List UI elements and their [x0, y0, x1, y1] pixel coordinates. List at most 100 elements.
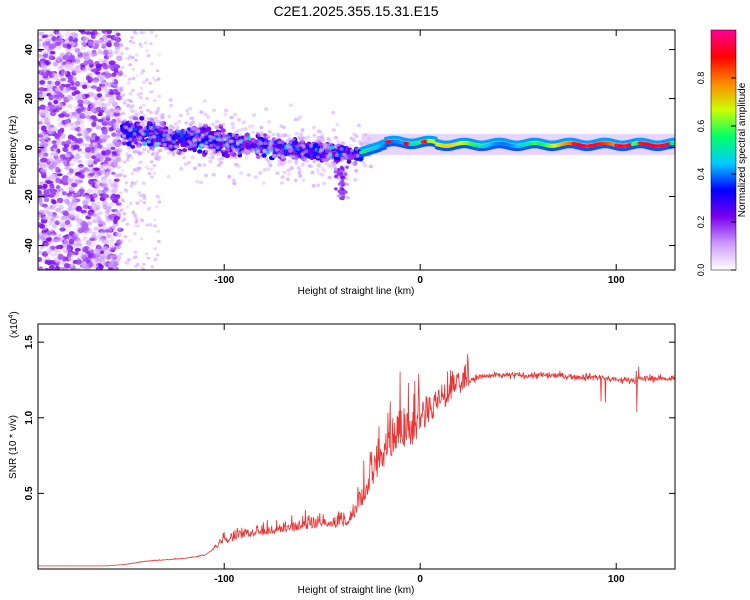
- heatmap-cell: [297, 170, 302, 175]
- heatmap-cell: [58, 113, 65, 118]
- heatmap-cell: [64, 153, 71, 158]
- heatmap-cell: [287, 137, 292, 142]
- heatmap-cell: [82, 84, 88, 90]
- heatmap-cell: [76, 218, 83, 225]
- heatmap-cell: [65, 140, 72, 145]
- heatmap-cell: [140, 219, 144, 223]
- heatmap-cell: [341, 183, 345, 187]
- heatmap-cell: [203, 112, 208, 116]
- heatmap-cell: [51, 173, 58, 179]
- heatmap-cell: [145, 96, 149, 101]
- heatmap-cell: [75, 205, 83, 212]
- heatmap-cell: [132, 150, 137, 154]
- heatmap-cell: [62, 54, 70, 61]
- heatmap-cell: [312, 159, 317, 164]
- heatmap-cell: [272, 154, 277, 159]
- heatmap-cell: [219, 160, 224, 165]
- heatmap-cell: [123, 73, 127, 77]
- heatmap-cell: [255, 131, 260, 136]
- heatmap-cell: [346, 159, 352, 164]
- heatmap-cell: [304, 149, 309, 154]
- heatmap-cell: [250, 124, 255, 128]
- heatmap-cell: [204, 140, 209, 145]
- heatmap-cell: [184, 121, 189, 125]
- heatmap-cell: [52, 214, 60, 219]
- heatmap-cell: [85, 195, 93, 200]
- heatmap-cell: [294, 159, 299, 164]
- heatmap-cell: [128, 137, 133, 142]
- heatmap-cell: [258, 154, 263, 158]
- heatmap-cell: [140, 266, 144, 270]
- heatmap-cell: [138, 136, 143, 140]
- heatmap-cell: [156, 229, 161, 233]
- heatmap-cell: [253, 175, 258, 179]
- heatmap-cell: [126, 258, 131, 262]
- heatmap-cell: [95, 252, 101, 258]
- heatmap-cell: [86, 188, 92, 194]
- heatmap-cell: [71, 182, 78, 188]
- heatmap-cell: [236, 151, 241, 155]
- heatmap-cell: [206, 126, 212, 132]
- heatmap-cell: [127, 98, 131, 102]
- heatmap-cell: [117, 42, 124, 48]
- heatmap-cell: [224, 108, 229, 113]
- heatmap-cell: [105, 157, 112, 162]
- heatmap-cell: [96, 93, 103, 98]
- heatmap-cell: [128, 91, 133, 96]
- heatmap-cell: [84, 147, 92, 153]
- heatmap-cell: [150, 265, 155, 269]
- heatmap-cell: [106, 102, 111, 106]
- heatmap-cell: [170, 131, 175, 135]
- heatmap-cell: [104, 229, 110, 233]
- heatmap-cell: [339, 165, 344, 169]
- heatmap-cell: [73, 144, 80, 150]
- heatmap-cell: [124, 181, 129, 185]
- heatmap-cell: [166, 132, 171, 137]
- heatmap-cell: [272, 137, 277, 141]
- heatmap-cell: [139, 116, 145, 121]
- heatmap-cell: [153, 224, 157, 228]
- heatmap-cell: [262, 168, 267, 172]
- heatmap-cell: [75, 259, 82, 265]
- heatmap-cell: [156, 106, 161, 110]
- heatmap-cell: [172, 140, 176, 144]
- heatmap-cell: [267, 120, 272, 124]
- heatmap-cell: [315, 138, 320, 143]
- heatmap-cell: [150, 62, 154, 66]
- heatmap-cell: [354, 169, 359, 173]
- heatmap-cell: [101, 149, 107, 156]
- heatmap-cell: [331, 110, 336, 115]
- heatmap-cell: [121, 93, 126, 97]
- heatmap-cell: [119, 204, 123, 208]
- heatmap-cell: [113, 215, 120, 221]
- heatmap-cell: [51, 191, 57, 196]
- heatmap-cell: [225, 144, 230, 148]
- heatmap-cell: [223, 112, 228, 117]
- heatmap-cell: [114, 155, 122, 161]
- heatmap-cell: [42, 183, 48, 189]
- heatmap-cell: [195, 179, 200, 184]
- heatmap-cell: [69, 162, 75, 167]
- heatmap-cell: [117, 151, 122, 156]
- heatmap-cell: [53, 239, 59, 243]
- heatmap-cell: [52, 72, 58, 77]
- heatmap-cell: [277, 140, 282, 144]
- heatmap-cell: [48, 33, 54, 38]
- heatmap-cell: [159, 120, 164, 124]
- heatmap-cell: [174, 134, 181, 139]
- heatmap-cell: [76, 223, 81, 227]
- heatmap-cell: [74, 215, 79, 220]
- heatmap-cell: [109, 254, 116, 258]
- heatmap-cell: [300, 163, 305, 167]
- heatmap-cell: [136, 92, 141, 97]
- heatmap-cell: [321, 158, 326, 162]
- heatmap-cell: [183, 162, 188, 166]
- heatmap-cell: [320, 132, 325, 137]
- heatmap-cell: [158, 148, 163, 153]
- heatmap-cell: [101, 34, 108, 41]
- heatmap-cell: [239, 171, 243, 175]
- heatmap-cell: [139, 237, 144, 241]
- heatmap-cell: [208, 159, 213, 164]
- heatmap-cell: [133, 232, 137, 236]
- heatmap-cell: [149, 110, 153, 115]
